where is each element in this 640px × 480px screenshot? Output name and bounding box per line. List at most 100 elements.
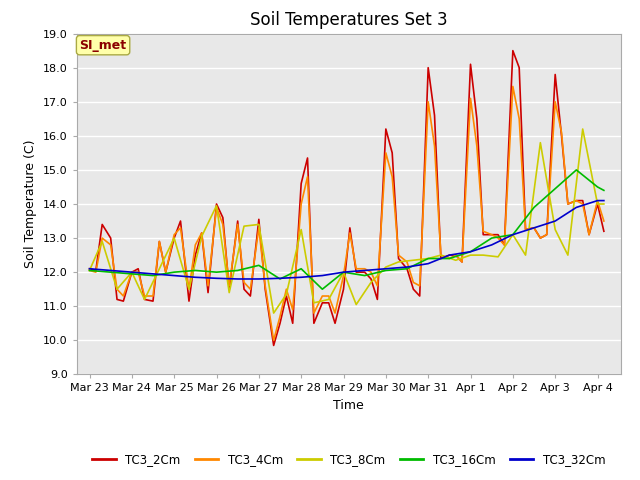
TC3_32Cm [128,269,136,275]
Y-axis label: Soil Temperature (C): Soil Temperature (C) [24,140,38,268]
TC3_32Cm [255,276,262,282]
TC3_8Cm [282,291,290,297]
TC3_32Cm [170,273,178,278]
TC3_8Cm [185,286,193,292]
TC3_8Cm [452,257,460,263]
TC3_2Cm [191,252,199,258]
TC3_4Cm [191,242,199,248]
TC3_4Cm [600,218,608,224]
TC3_8Cm [522,252,529,258]
TC3_8Cm [325,297,333,302]
TC3_8Cm [225,290,233,296]
TC3_16Cm [403,266,411,272]
TC3_8Cm [437,252,445,258]
TC3_8Cm [594,201,602,207]
TC3_2Cm [564,201,572,207]
TC3_4Cm [86,267,93,273]
Text: SI_met: SI_met [79,39,127,52]
TC3_8Cm [255,222,262,228]
TC3_4Cm [509,84,516,89]
TC3_2Cm [374,297,381,302]
TC3_8Cm [170,235,178,241]
TC3_16Cm [170,269,178,275]
TC3_16Cm [191,267,199,273]
Line: TC3_2Cm: TC3_2Cm [90,51,604,346]
TC3_16Cm [276,276,284,282]
TC3_16Cm [212,269,220,275]
TC3_16Cm [149,273,157,278]
TC3_16Cm [424,256,432,262]
TC3_32Cm [594,198,602,204]
TC3_2Cm [255,216,262,222]
TC3_8Cm [536,140,544,145]
TC3_32Cm [86,266,93,272]
TC3_2Cm [382,126,390,132]
TC3_32Cm [107,267,115,273]
TC3_32Cm [445,252,453,258]
TC3_8Cm [600,201,608,207]
TC3_8Cm [156,266,163,272]
TC3_8Cm [551,227,559,232]
TC3_32Cm [530,225,538,231]
TC3_32Cm [403,264,411,270]
Line: TC3_8Cm: TC3_8Cm [90,129,604,313]
TC3_8Cm [212,203,220,209]
TC3_2Cm [600,228,608,234]
TC3_8Cm [509,232,516,238]
TC3_8Cm [494,254,502,260]
Line: TC3_16Cm: TC3_16Cm [90,170,604,289]
TC3_16Cm [467,249,474,254]
TC3_2Cm [86,266,93,272]
TC3_8Cm [99,239,106,244]
TC3_8Cm [128,269,136,275]
TC3_32Cm [424,261,432,266]
TC3_8Cm [198,233,205,239]
TC3_16Cm [255,263,262,268]
TC3_32Cm [361,267,369,273]
TC3_4Cm [198,230,205,236]
TC3_8Cm [141,297,148,302]
TC3_16Cm [340,269,348,275]
TC3_8Cm [479,252,487,258]
TC3_16Cm [551,186,559,192]
TC3_4Cm [255,225,262,231]
TC3_4Cm [270,337,278,343]
TC3_2Cm [198,230,205,236]
TC3_32Cm [298,275,305,280]
TC3_8Cm [86,267,93,273]
TC3_32Cm [488,242,495,248]
TC3_16Cm [509,232,516,238]
TC3_16Cm [488,235,495,241]
TC3_16Cm [319,286,326,292]
X-axis label: Time: Time [333,399,364,412]
TC3_8Cm [310,300,317,306]
TC3_32Cm [509,232,516,238]
TC3_16Cm [128,271,136,277]
TC3_16Cm [530,204,538,210]
TC3_4Cm [564,201,572,207]
TC3_8Cm [113,286,121,292]
TC3_16Cm [234,267,241,273]
TC3_32Cm [382,266,390,272]
TC3_16Cm [86,267,93,273]
TC3_8Cm [298,227,305,232]
Title: Soil Temperatures Set 3: Soil Temperatures Set 3 [250,11,447,29]
TC3_16Cm [361,273,369,278]
Line: TC3_4Cm: TC3_4Cm [90,86,604,340]
TC3_32Cm [149,271,157,277]
TC3_32Cm [319,273,326,278]
TC3_32Cm [551,218,559,224]
TC3_8Cm [424,256,432,262]
TC3_16Cm [107,269,115,275]
TC3_8Cm [367,279,375,285]
TC3_16Cm [445,256,453,262]
TC3_8Cm [564,252,572,258]
TC3_16Cm [298,266,305,272]
TC3_8Cm [340,269,348,275]
TC3_8Cm [395,259,403,265]
TC3_32Cm [276,276,284,281]
TC3_4Cm [382,150,390,156]
TC3_32Cm [234,276,241,282]
TC3_32Cm [191,275,199,280]
TC3_32Cm [340,269,348,275]
